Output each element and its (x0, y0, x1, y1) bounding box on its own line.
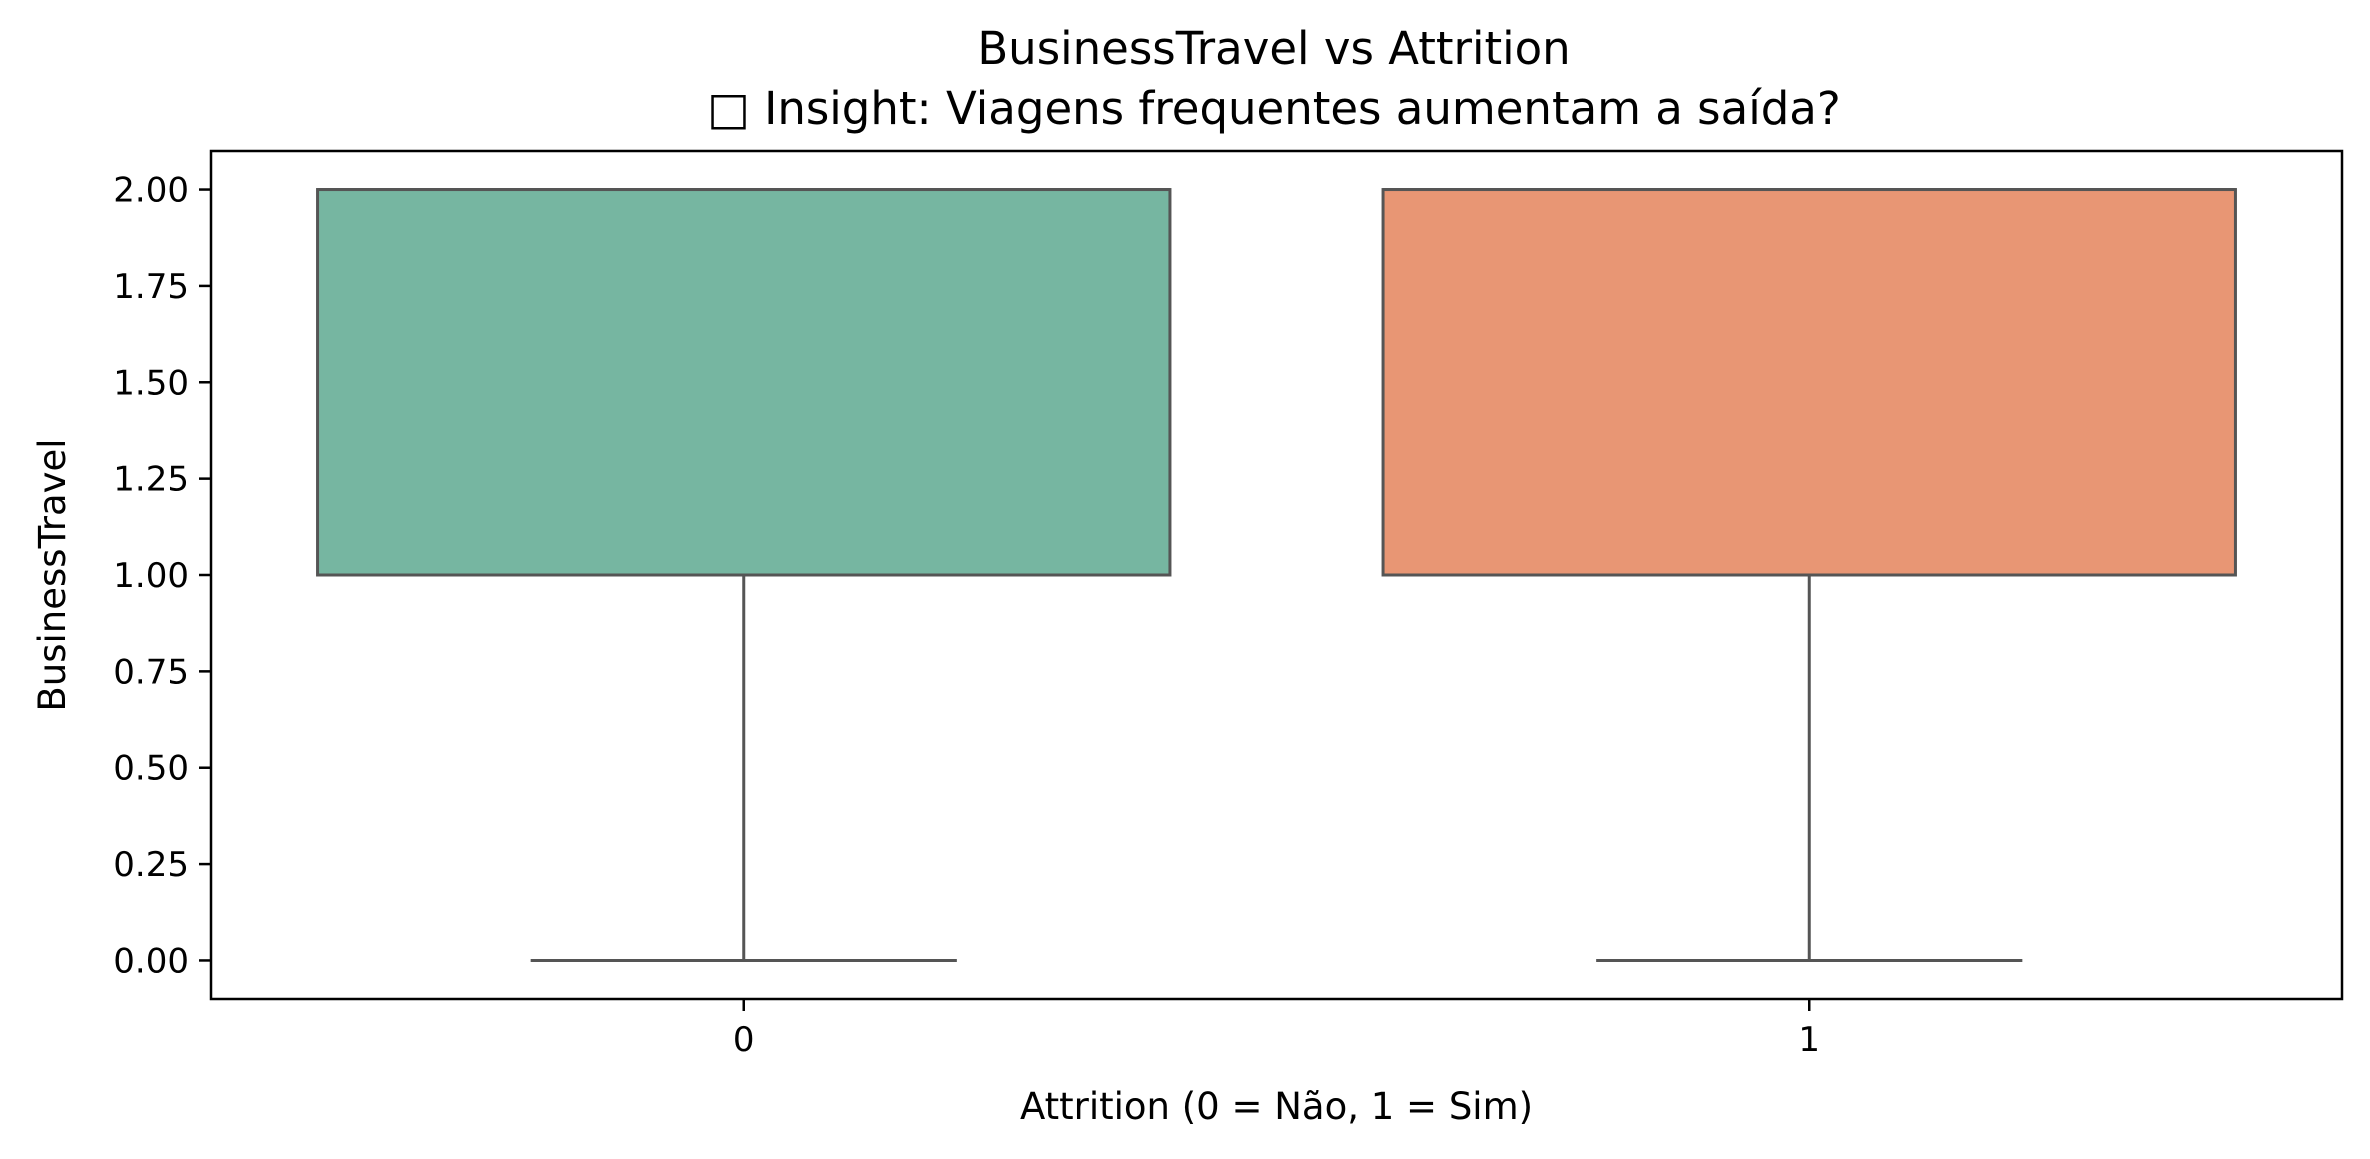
y-axis-label: BusinessTravel (31, 438, 74, 711)
y-tick-label: 1.25 (113, 460, 189, 500)
box-group-1 (1381, 188, 2237, 962)
plot-frame (209, 149, 2344, 1001)
y-tick-label: 0.00 (113, 941, 189, 981)
chart-title: BusinessTravel vs Attrition (977, 22, 1570, 75)
x-tick-label: 1 (1798, 1020, 1820, 1060)
x-axis-label: Attrition (0 = Não, 1 = Sim) (1020, 1085, 1533, 1128)
y-tick-label: 0.25 (113, 845, 189, 885)
box-0 (316, 188, 1172, 577)
x-tick-label: 0 (733, 1020, 755, 1060)
box-1 (1381, 188, 2237, 577)
y-tick-label: 1.00 (113, 556, 189, 596)
y-tick-label: 0.75 (113, 652, 189, 692)
y-tick-label: 1.75 (113, 267, 189, 307)
boxes-layer (316, 188, 2237, 962)
y-tick-label: 2.00 (113, 171, 189, 211)
y-axis-ticks: 0.00 0.25 0.50 0.75 1.00 1.25 1.50 1.75 2.00 (113, 171, 211, 981)
chart-subtitle: □ Insight: Viagens frequentes aumentam a… (707, 82, 1840, 135)
y-tick-label: 1.50 (113, 363, 189, 403)
box-group-0 (316, 188, 1172, 962)
y-tick-label: 0.50 (113, 749, 189, 789)
